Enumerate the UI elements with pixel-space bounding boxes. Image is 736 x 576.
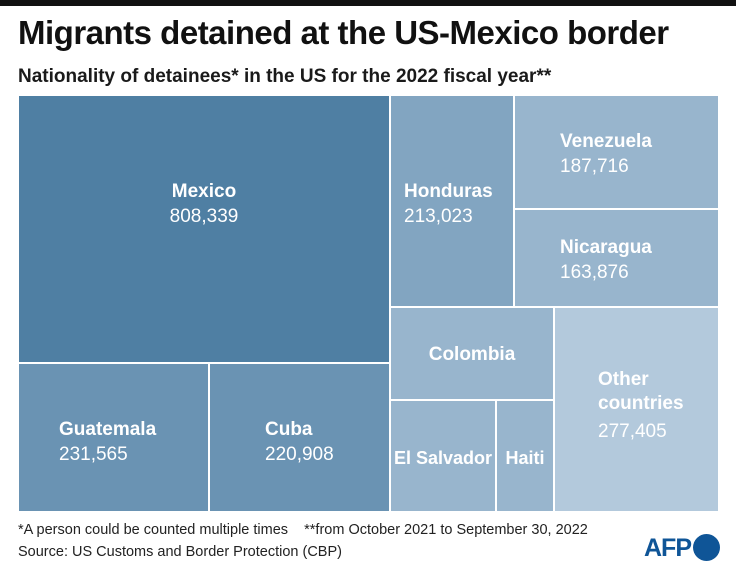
tile-colombia: Colombia <box>390 307 554 400</box>
top-rule <box>0 0 736 6</box>
tile-label: Nicaragua <box>560 237 652 258</box>
tile-label: El Salvador <box>393 448 493 468</box>
tile-mexico: Mexico 808,339 <box>18 95 390 363</box>
chart-subtitle: Nationality of detainees* in the US for … <box>18 66 552 87</box>
chart-title: Migrants detained at the US-Mexico borde… <box>18 14 669 51</box>
tile-other-countries: Other countries 277,405 <box>554 307 719 512</box>
tile-label: countries <box>598 393 684 414</box>
footnote: *A person could be counted multiple time… <box>18 522 588 538</box>
afp-logo: AFP <box>644 534 720 561</box>
tile-haiti: Haiti <box>496 400 554 512</box>
tile-label: Other <box>598 369 649 390</box>
tile-value: 220,908 <box>265 444 334 465</box>
tile-label: Venezuela <box>560 131 652 152</box>
tile-value: 187,716 <box>560 156 629 177</box>
tile-venezuela: Venezuela 187,716 <box>514 95 719 209</box>
tile-value: 277,405 <box>598 421 667 442</box>
afp-dot-icon <box>693 534 720 561</box>
tile-value: 163,876 <box>560 262 629 283</box>
afp-logo-text: AFP <box>644 533 692 562</box>
tile-label: Honduras <box>404 181 493 202</box>
tile-label: Mexico <box>171 181 237 202</box>
tile-label: Colombia <box>428 344 516 365</box>
tile-value: 808,339 <box>169 206 239 227</box>
tile-honduras: Honduras 213,023 <box>390 95 514 307</box>
tile-label: Cuba <box>265 419 313 440</box>
tile-value: 231,565 <box>59 444 128 465</box>
tile-label: Guatemala <box>59 419 157 440</box>
tile-nicaragua: Nicaragua 163,876 <box>514 209 719 307</box>
tile-guatemala: Guatemala 231,565 <box>18 363 209 512</box>
source-note: Source: US Customs and Border Protection… <box>18 544 342 560</box>
tile-value: 213,023 <box>404 206 473 227</box>
tile-el-salvador: El Salvador <box>390 400 496 512</box>
tile-label: Haiti <box>505 448 545 468</box>
tile-cuba: Cuba 220,908 <box>209 363 390 512</box>
